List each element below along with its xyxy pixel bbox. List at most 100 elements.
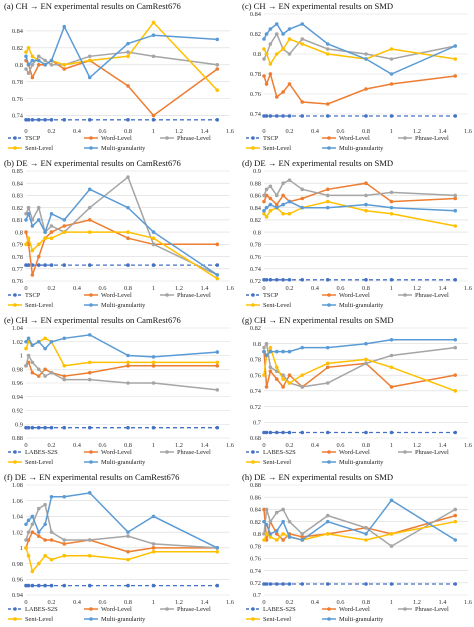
data-point-tscp (262, 430, 266, 435)
y-tick-label: 0.78 (250, 242, 261, 249)
legend-marker (89, 146, 93, 150)
x-tick-label: 1.4 (201, 285, 210, 292)
data-point-sent (281, 377, 285, 381)
data-point-word (62, 542, 67, 546)
data-point-multi (43, 346, 47, 351)
data-point-multi (87, 187, 92, 192)
legend-marker (89, 460, 93, 464)
data-point-phrase (453, 193, 458, 198)
y-tick-label: 0.96 (12, 576, 23, 583)
data-point-sent (151, 20, 156, 25)
data-point-multi (62, 494, 67, 499)
legend-item: Word-Level (322, 292, 370, 299)
x-tick-label: 0.6 (99, 599, 107, 606)
data-point-tscp (36, 263, 41, 267)
data-point-multi (215, 546, 220, 550)
data-point-phrase (364, 52, 368, 56)
data-point-sent (281, 532, 285, 536)
legend-marker (13, 146, 17, 150)
data-point-phrase (49, 224, 54, 228)
data-point-tscp (287, 277, 292, 282)
legend-label: Sent-Level (263, 145, 291, 152)
data-point-tscp (151, 263, 156, 267)
data-point-multi (364, 202, 368, 207)
data-point-sent (262, 211, 266, 216)
data-point-tscp (43, 425, 47, 430)
legend-item: Multi-granularity (322, 459, 384, 466)
legend-item: Sent-Level (8, 459, 53, 466)
data-point-phrase (325, 193, 330, 198)
y-tick-label: 0.77 (12, 266, 24, 273)
data-point-tscp (49, 117, 54, 122)
x-tick-label: 1.6 (226, 442, 234, 449)
data-point-tscp (62, 583, 67, 588)
x-tick-label: 0.2 (48, 599, 56, 606)
data-point-word (300, 196, 305, 201)
data-point-tscp (274, 430, 279, 435)
y-tick-label: 0.76 (250, 254, 261, 261)
legend-item: Word-Level (84, 606, 132, 613)
data-point-word (87, 218, 92, 222)
data-point-multi (24, 218, 28, 222)
legend-item: Phrase-Level (160, 449, 211, 456)
data-point-tscp (287, 430, 292, 435)
data-point-tscp (274, 582, 279, 586)
data-point-phrase (36, 205, 41, 210)
y-tick-label: 0.96 (12, 380, 23, 387)
data-point-phrase (364, 361, 368, 366)
data-point-phrase (325, 513, 330, 518)
data-point-phrase (151, 381, 156, 385)
data-point-word (26, 538, 31, 542)
data-point-word (453, 196, 458, 201)
x-tick-label: 0.6 (99, 128, 107, 135)
y-tick-label: 0.78 (12, 79, 23, 86)
data-point-sent (30, 248, 35, 253)
chart-panel-4: (d) DE → EN experimental results on SMD0… (242, 158, 472, 309)
data-point-tscp (300, 582, 305, 586)
x-tick-label: 0 (24, 285, 27, 292)
legend-marker (13, 607, 17, 611)
legend-item: Multi-granularity (322, 302, 384, 309)
data-point-multi (43, 62, 47, 67)
series-line-word (263, 71, 456, 105)
data-point-phrase (43, 58, 47, 63)
data-point-word (30, 75, 35, 80)
data-point-tscp (24, 583, 28, 588)
data-point-sent (87, 360, 92, 365)
x-tick-label: 0.4 (311, 599, 320, 606)
y-tick-label: 0.88 (250, 482, 261, 489)
data-point-word (389, 199, 394, 204)
data-point-sent (325, 52, 330, 56)
data-point-multi (215, 273, 220, 277)
data-point-phrase (262, 532, 266, 536)
x-tick-label: 0 (24, 442, 27, 449)
legend-marker (251, 146, 255, 150)
x-tick-label: 1.2 (175, 442, 183, 449)
chart-title: (a) CH → EN experimental results on CamR… (4, 1, 182, 11)
data-point-sent (325, 532, 330, 536)
x-tick-label: 1 (390, 442, 393, 449)
legend-item: Word-Level (84, 135, 132, 142)
legend-marker (89, 450, 93, 454)
legend-marker (327, 146, 331, 150)
x-tick-label: 0.2 (286, 599, 294, 606)
legend-marker (251, 450, 255, 454)
data-point-word (36, 374, 41, 378)
data-point-phrase (389, 190, 394, 195)
data-point-tscp (151, 117, 156, 122)
data-point-word (287, 82, 292, 86)
data-point-sent (364, 538, 368, 542)
series-line-phrase (25, 353, 218, 391)
x-tick-label: 1 (390, 285, 393, 292)
data-point-word (453, 373, 458, 377)
data-point-tscp (274, 277, 279, 282)
data-point-phrase (287, 52, 292, 56)
data-point-sent (389, 47, 394, 51)
data-point-sent (126, 557, 130, 562)
series-line-multi (25, 492, 218, 549)
data-point-tscp (268, 430, 273, 435)
data-point-word (126, 549, 130, 554)
data-point-multi (274, 205, 279, 210)
legend-label: Sent-Level (25, 616, 53, 623)
data-point-sent (24, 50, 28, 54)
